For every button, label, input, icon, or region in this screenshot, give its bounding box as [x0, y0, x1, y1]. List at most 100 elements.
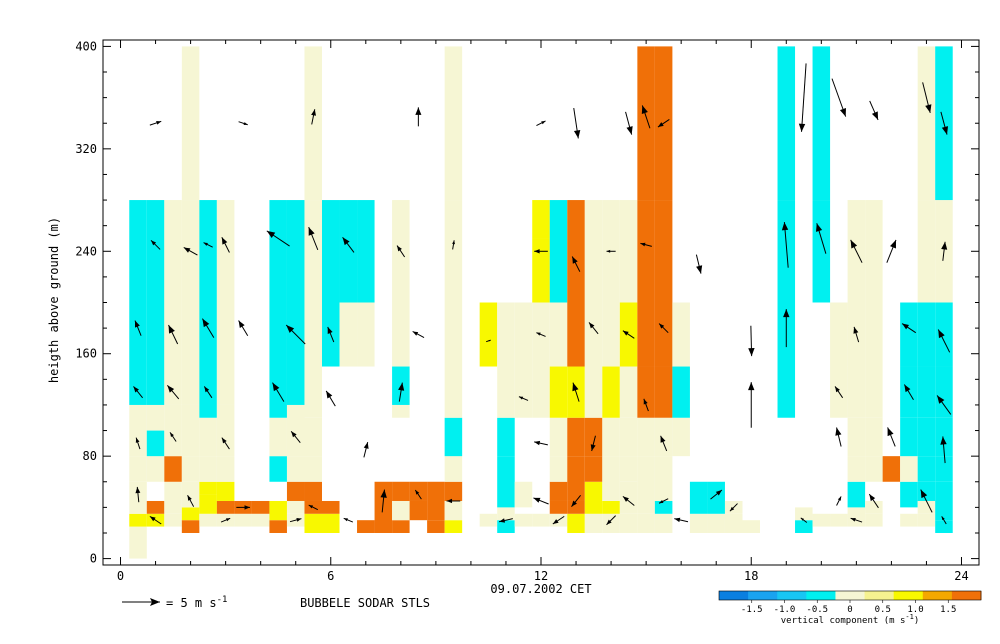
vertical-component-cell — [322, 513, 340, 533]
wind-vector-head — [238, 320, 245, 329]
wind-vector-head — [541, 120, 546, 125]
vertical-component-cell — [654, 302, 673, 367]
vertical-component-cell — [584, 200, 603, 303]
wind-vector-head — [149, 516, 156, 522]
wind-vector-head — [296, 518, 302, 522]
vertical-component-cell — [269, 302, 287, 418]
vertical-component-cell — [865, 500, 883, 514]
wind-vector-head — [938, 329, 945, 339]
wind-vector-head — [415, 107, 422, 115]
vertical-component-cell — [409, 500, 428, 521]
wind-vector-head — [151, 240, 157, 246]
wind-vector-head — [674, 517, 681, 523]
vertical-component-cell — [234, 513, 252, 527]
wind-vector-head — [800, 517, 804, 521]
vertical-component-cell — [251, 500, 270, 514]
vertical-component-cell — [164, 513, 182, 527]
colorbar-tick-label: 0 — [847, 605, 852, 615]
vertical-component-cell — [286, 200, 305, 303]
vertical-component-cell — [917, 366, 936, 418]
wind-vector-head — [412, 331, 419, 336]
wind-vector-head — [941, 241, 948, 250]
vertical-component-cell — [532, 238, 550, 303]
x-tick-label: 24 — [954, 569, 968, 583]
vertical-component-cell — [654, 366, 673, 418]
y-tick-label: 0 — [90, 552, 97, 566]
wind-vector-head — [696, 265, 703, 274]
vector-scale-label: = 5 m s-1 — [166, 595, 227, 610]
vertical-component-cell — [427, 481, 445, 521]
vertical-component-cell — [865, 302, 883, 367]
wind-vector-head — [170, 432, 174, 438]
vertical-component-cell — [795, 507, 813, 521]
vertical-component-cell — [532, 366, 550, 418]
colorbar-swatch — [748, 591, 778, 600]
vector-scale-legend: = 5 m s-1 — [122, 595, 227, 610]
vertical-component-cells — [129, 46, 953, 559]
vertical-component-cell — [129, 513, 147, 527]
vertical-component-cell — [199, 302, 217, 418]
wind-vector-head — [266, 230, 276, 238]
vertical-component-cell — [304, 513, 322, 533]
vertical-component-cell — [637, 200, 655, 303]
vertical-component-cell — [181, 404, 200, 457]
vertical-component-cell — [707, 513, 725, 533]
vertical-component-cell — [129, 200, 147, 303]
vertical-component-cell — [917, 456, 936, 482]
vertical-component-cell — [917, 417, 936, 457]
vertical-component-cell — [164, 456, 182, 482]
vertical-component-cell — [549, 456, 568, 482]
vertical-component-cell — [637, 366, 655, 418]
wind-vector-head — [941, 516, 945, 521]
vertical-component-cell — [129, 526, 147, 559]
wind-vector-head — [850, 517, 856, 522]
vertical-component-cell — [497, 456, 515, 508]
colorbar-tick-label: -0.5 — [806, 605, 828, 615]
wind-vector-head — [308, 505, 314, 509]
vertical-component-cell — [900, 417, 918, 457]
wind-vector-head — [815, 223, 823, 232]
vertical-component-cell — [181, 456, 200, 482]
vertical-component-cell — [777, 302, 796, 418]
vertical-component-cell — [146, 404, 165, 431]
vertical-component-cell — [286, 481, 305, 501]
vertical-component-cell — [619, 513, 638, 533]
wind-vector-head — [640, 242, 646, 247]
vertical-component-cell — [917, 46, 936, 201]
vertical-component-cell — [619, 417, 638, 457]
vertical-component-cell — [917, 513, 936, 527]
wind-vector-head — [659, 499, 664, 504]
wind-vector-head — [488, 340, 491, 342]
wind-vector-head — [415, 490, 420, 495]
vertical-component-cell — [199, 513, 217, 527]
vertical-component-cell — [392, 302, 410, 367]
vertical-component-cell — [129, 500, 147, 514]
vertical-component-cell — [357, 520, 375, 533]
vertical-component-cell — [392, 500, 410, 521]
vertical-component-cell — [654, 500, 673, 514]
vertical-component-cell — [322, 200, 340, 303]
colorbar-tick-label: 1.0 — [907, 605, 923, 615]
vertical-component-cell — [286, 404, 305, 457]
vertical-component-cell — [216, 404, 235, 457]
wind-vector-head — [589, 322, 595, 329]
wind-vector-head — [798, 123, 806, 132]
wind-vector-head — [941, 126, 949, 135]
wind-vector-head — [622, 496, 629, 502]
vertical-component-cell — [269, 417, 287, 457]
vertical-component-cell — [830, 302, 848, 367]
wind-vector-head — [167, 385, 175, 393]
vertical-component-cell — [602, 500, 620, 514]
vertical-component-cell — [847, 366, 866, 418]
wind-vector-head — [534, 249, 540, 254]
wind-vector-head — [244, 505, 250, 510]
vertical-component-cell — [549, 417, 568, 457]
vertical-component-cell — [602, 366, 620, 418]
vertical-component-cell — [304, 302, 322, 418]
y-tick-label: 320 — [75, 142, 97, 156]
wind-vector-head — [452, 240, 456, 245]
vertical-component-cell — [497, 366, 515, 418]
vertical-component-cell — [479, 302, 498, 367]
wind-vector-head — [326, 390, 333, 399]
wind-vector-head — [187, 495, 192, 501]
